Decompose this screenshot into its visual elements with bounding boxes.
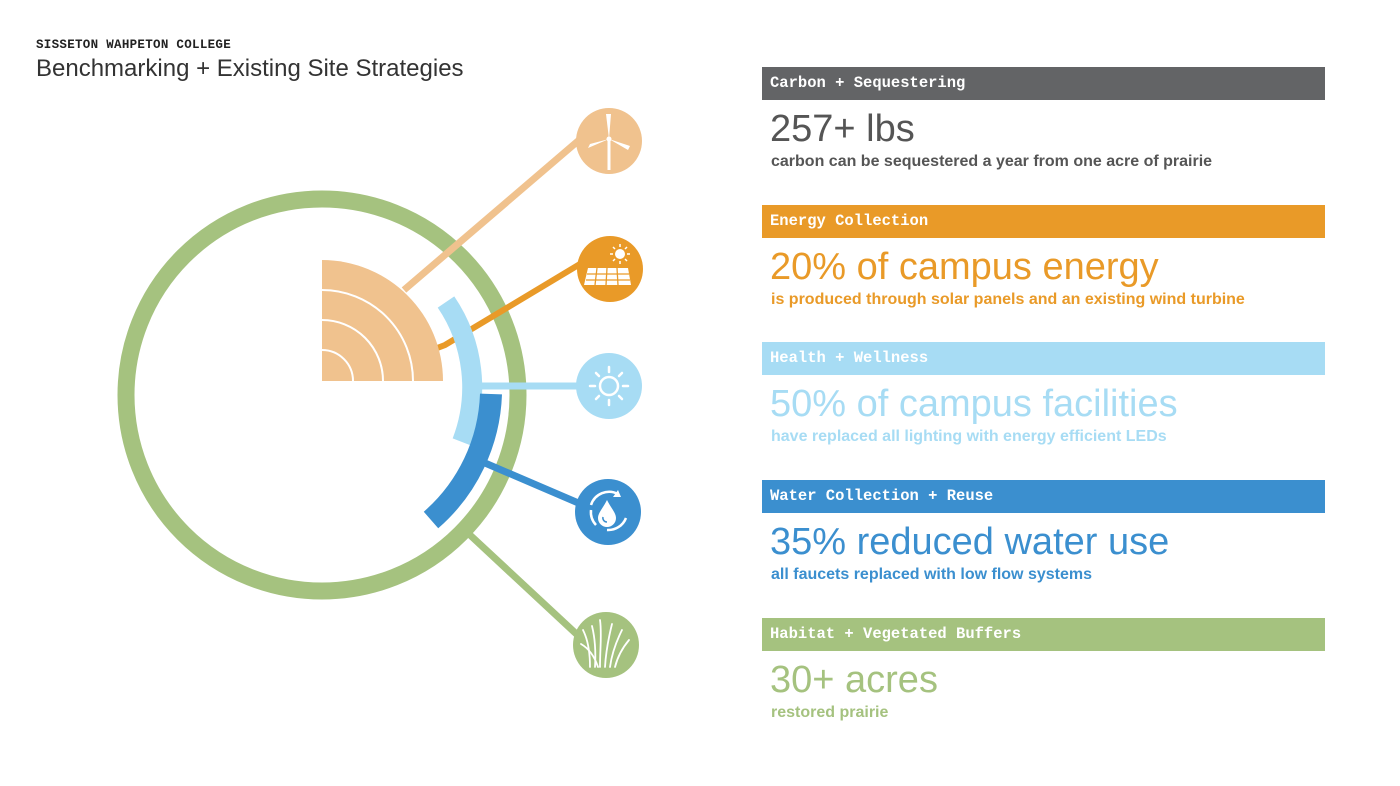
organization-name: SISSETON WAHPETON COLLEGE [36,38,232,52]
water-heading: Water Collection + Reuse [762,480,1325,513]
energy-stat: 20% of campus energy [770,246,1159,288]
habitat-stat: 30+ acres [770,659,938,701]
carbon-stat: 257+ lbs [770,108,915,150]
health-arc [437,296,483,446]
sun-icon [576,353,642,419]
health-heading: Health + Wellness [762,342,1325,375]
energy-description: is produced through solar panels and an … [771,291,1245,308]
solar-panel-icon [577,236,643,302]
health-description: have replaced all lighting with energy e… [771,428,1167,445]
water-arc [423,393,502,529]
water-description: all faucets replaced with low flow syste… [771,566,1092,583]
health-stat: 50% of campus facilities [770,383,1178,425]
habitat-description: restored prairie [771,704,889,721]
wind-connector-line [401,132,588,293]
water-cycle-icon [575,479,641,545]
strategies-diagram [117,108,643,678]
habitat-heading: Habitat + Vegetated Buffers [762,618,1325,651]
health-panel: Health + Wellness 50% of campus faciliti… [762,342,1325,446]
water-stat: 35% reduced water use [770,521,1170,563]
carbon-heading: Carbon + Sequestering [762,67,1325,100]
page-title: Benchmarking + Existing Site Strategies [36,55,464,82]
carbon-description: carbon can be sequestered a year from on… [771,153,1213,170]
water-connector-line [476,456,592,512]
habitat-ring [117,190,527,600]
grass-icon [573,612,639,678]
habitat-connector-line [467,532,588,645]
water-panel: Water Collection + Reuse 35% reduced wat… [762,480,1325,584]
energy-panel: Energy Collection 20% of campus energy i… [762,205,1325,309]
wind-turbine-icon [576,108,642,174]
energy-fan [321,260,443,382]
habitat-panel: Habitat + Vegetated Buffers 30+ acres re… [762,618,1325,722]
energy-heading: Energy Collection [762,205,1325,238]
carbon-panel: Carbon + Sequestering 257+ lbs carbon ca… [762,67,1325,171]
